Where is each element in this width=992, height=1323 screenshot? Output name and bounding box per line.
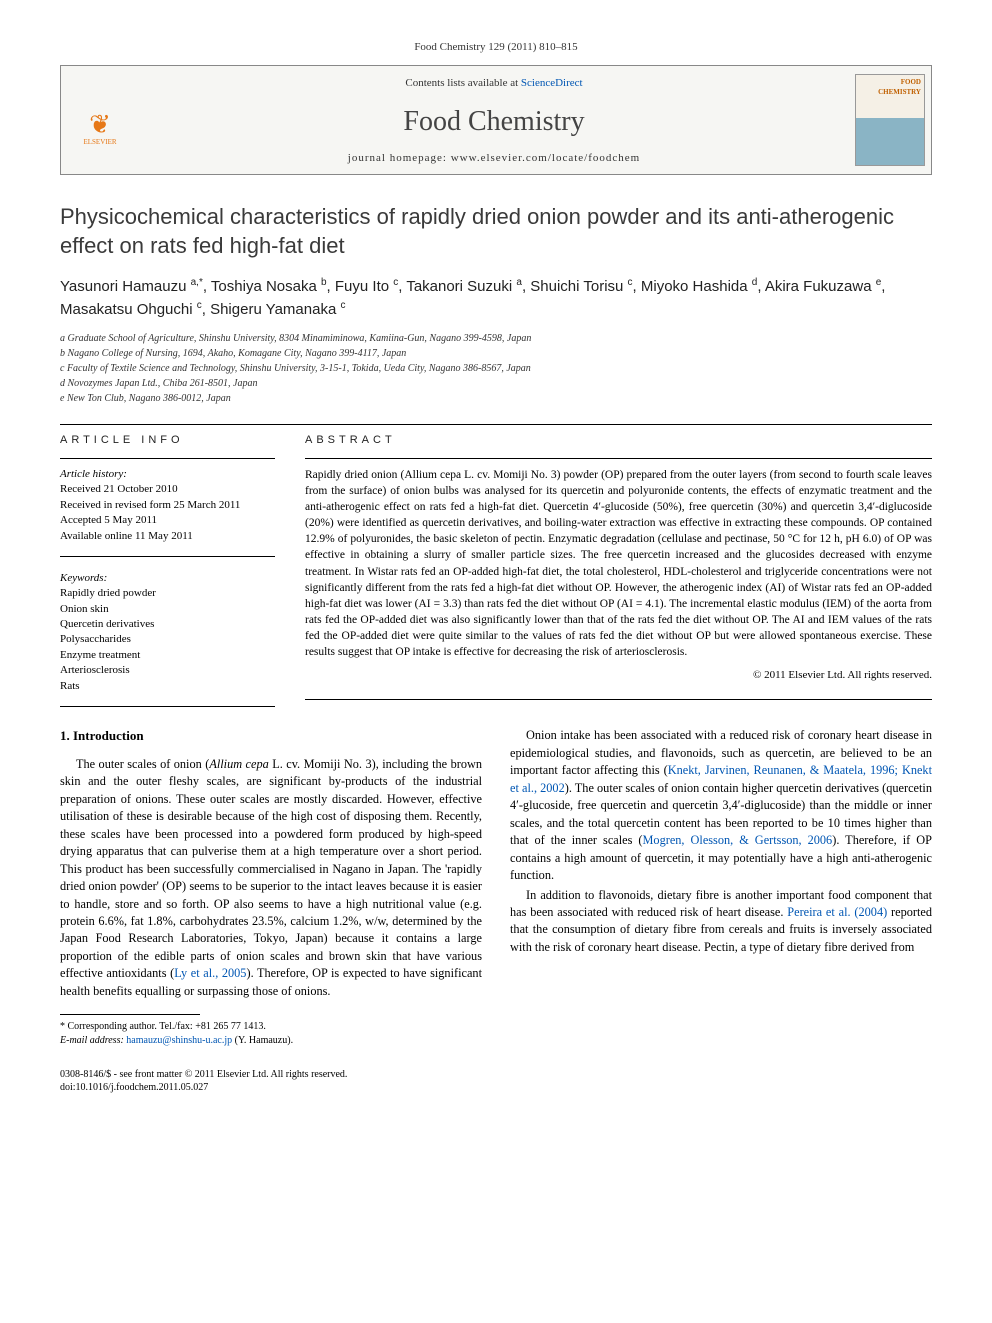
header-citation: Food Chemistry 129 (2011) 810–815 [60, 40, 932, 55]
history-item: Received 21 October 2010 [60, 482, 275, 497]
affiliation: d Novozymes Japan Ltd., Chiba 261-8501, … [60, 377, 932, 391]
affiliation: c Faculty of Textile Science and Technol… [60, 362, 932, 376]
journal-banner: ❦ ELSEVIER Contents lists available at S… [60, 65, 932, 175]
affiliation: a Graduate School of Agriculture, Shinsh… [60, 332, 932, 346]
article-info-heading: ARTICLE INFO [60, 433, 275, 448]
history-item: Received in revised form 25 March 2011 [60, 498, 275, 513]
intro-heading: 1. Introduction [60, 727, 482, 745]
body-paragraph: Onion intake has been associated with a … [510, 727, 932, 884]
article-title: Physicochemical characteristics of rapid… [60, 203, 932, 260]
body-paragraph: In addition to flavonoids, dietary fibre… [510, 887, 932, 957]
abstract-text: Rapidly dried onion (Allium cepa L. cv. … [305, 467, 932, 660]
banner-right: FOOD CHEMISTRY [849, 66, 931, 174]
two-column-body: 1. Introduction The outer scales of onio… [60, 727, 932, 1048]
homepage-prefix: journal homepage: [348, 152, 451, 164]
info-abstract-row: ARTICLE INFO Article history: Received 2… [60, 433, 932, 701]
divider [305, 699, 932, 700]
corresponding-footnote: * Corresponding author. Tel./fax: +81 26… [60, 1020, 482, 1048]
contents-prefix: Contents lists available at [405, 77, 520, 89]
corr-author-line: * Corresponding author. Tel./fax: +81 26… [60, 1020, 482, 1034]
homepage-url[interactable]: www.elsevier.com/locate/foodchem [451, 152, 641, 164]
keyword: Polysaccharides [60, 632, 275, 647]
footer-doi: doi:10.1016/j.foodchem.2011.05.027 [60, 1081, 932, 1094]
keyword: Rats [60, 679, 275, 694]
publisher-name: ELSEVIER [83, 138, 116, 148]
email-suffix: (Y. Hamauzu). [235, 1035, 293, 1046]
keywords-label: Keywords: [60, 571, 275, 586]
history-item: Available online 11 May 2011 [60, 529, 275, 544]
contents-line: Contents lists available at ScienceDirec… [405, 76, 582, 91]
email-link[interactable]: hamauzu@shinshu-u.ac.jp [126, 1035, 232, 1046]
banner-center: Contents lists available at ScienceDirec… [139, 66, 849, 174]
article-info-col: ARTICLE INFO Article history: Received 2… [60, 433, 275, 701]
keyword: Quercetin derivatives [60, 617, 275, 632]
elsevier-tree-icon: ❦ [89, 112, 111, 138]
affiliations: a Graduate School of Agriculture, Shinsh… [60, 332, 932, 406]
author-list: Yasunori Hamauzu a,*, Toshiya Nosaka b, … [60, 275, 932, 322]
journal-name: Food Chemistry [403, 102, 584, 141]
divider [60, 706, 275, 707]
divider [60, 458, 275, 459]
abstract-col: ABSTRACT Rapidly dried onion (Allium cep… [305, 433, 932, 701]
history-item: Accepted 5 May 2011 [60, 513, 275, 528]
publisher-logo-cell: ❦ ELSEVIER [61, 66, 139, 174]
email-label: E-mail address: [60, 1035, 124, 1046]
affiliation: e New Ton Club, Nagano 386-0012, Japan [60, 392, 932, 406]
keyword: Rapidly dried powder [60, 586, 275, 601]
keyword: Arteriosclerosis [60, 663, 275, 678]
abstract-heading: ABSTRACT [305, 433, 932, 448]
affiliation: b Nagano College of Nursing, 1694, Akaho… [60, 347, 932, 361]
journal-cover-thumb: FOOD CHEMISTRY [855, 74, 925, 166]
footer-line1: 0308-8146/$ - see front matter © 2011 El… [60, 1068, 932, 1081]
divider [305, 458, 932, 459]
body-paragraph: The outer scales of onion (Allium cepa L… [60, 756, 482, 1000]
sciencedirect-link[interactable]: ScienceDirect [521, 77, 583, 89]
divider [60, 556, 275, 557]
page-footer: 0308-8146/$ - see front matter © 2011 El… [60, 1068, 932, 1094]
divider [60, 424, 932, 425]
history-label: Article history: [60, 467, 275, 482]
elsevier-logo: ❦ ELSEVIER [72, 112, 128, 168]
copyright-line: © 2011 Elsevier Ltd. All rights reserved… [305, 668, 932, 683]
cover-text: FOOD CHEMISTRY [859, 78, 921, 98]
homepage-line: journal homepage: www.elsevier.com/locat… [348, 151, 640, 166]
footnote-separator [60, 1014, 200, 1015]
body-section: 1. Introduction The outer scales of onio… [60, 727, 932, 1048]
keyword: Enzyme treatment [60, 648, 275, 663]
keyword: Onion skin [60, 602, 275, 617]
email-line: E-mail address: hamauzu@shinshu-u.ac.jp … [60, 1034, 482, 1048]
